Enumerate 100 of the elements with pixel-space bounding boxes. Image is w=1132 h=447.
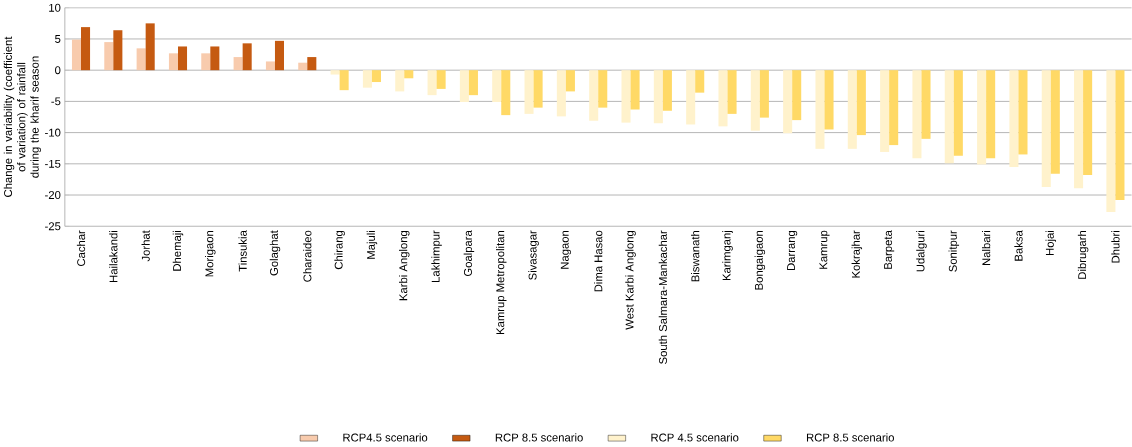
bar bbox=[695, 70, 705, 93]
bar bbox=[265, 61, 275, 71]
y-tick-label: 5 bbox=[55, 34, 61, 43]
x-tick-label: Dima Hasao bbox=[594, 230, 603, 292]
bar bbox=[824, 70, 834, 130]
bar bbox=[274, 40, 285, 71]
x-tick-label: Golaghat bbox=[269, 230, 281, 276]
bar bbox=[524, 70, 534, 114]
x-tick-label: Dhubri bbox=[1111, 230, 1120, 263]
x-tick-label: Jorhat bbox=[141, 230, 150, 262]
bar bbox=[307, 56, 317, 71]
bar bbox=[598, 70, 608, 108]
bar bbox=[104, 41, 114, 71]
y-tick-label: -25 bbox=[45, 222, 61, 231]
bar bbox=[759, 70, 769, 118]
x-tick-label: Goalpara bbox=[463, 230, 475, 276]
bar bbox=[621, 70, 631, 123]
y-tick-label: 0 bbox=[55, 66, 61, 75]
x-tick-label: Nalbari bbox=[981, 230, 991, 265]
x-tick-label: Karbi Anglong bbox=[399, 230, 410, 301]
bar bbox=[145, 23, 155, 71]
bar bbox=[718, 70, 728, 127]
bar bbox=[815, 70, 825, 149]
bar bbox=[1115, 70, 1125, 200]
x-tick-label: Baksa bbox=[1014, 230, 1023, 261]
bar bbox=[210, 46, 220, 71]
x-tick-label: Barpeta bbox=[884, 230, 895, 269]
legend-label: RCP 8.5 scenario bbox=[806, 433, 894, 442]
x-tick-label: Dibrugarh bbox=[1077, 230, 1089, 279]
x-tick-label: Karimganj bbox=[722, 230, 733, 280]
legend-label: RCP 4.5 scenario bbox=[651, 433, 739, 442]
x-tick-label: Udalguri bbox=[916, 230, 927, 272]
bar bbox=[362, 70, 372, 88]
bar bbox=[136, 48, 146, 71]
bar bbox=[168, 53, 178, 71]
y-axis-title: Change in variability (coefficient of variation) of rainfall during the kharif season bbox=[3, 36, 41, 197]
x-tick-label: Bongaigaon bbox=[754, 230, 766, 290]
x-tick-label: Majuli bbox=[366, 230, 378, 259]
bar bbox=[459, 70, 469, 102]
bar bbox=[783, 70, 793, 134]
bar bbox=[880, 70, 890, 152]
bar bbox=[589, 70, 599, 121]
bar bbox=[727, 70, 737, 114]
x-tick-label: West Karbi Anglong bbox=[625, 230, 636, 330]
bar bbox=[436, 70, 446, 89]
x-tick-label: Kokrajhar bbox=[851, 230, 863, 278]
bar bbox=[1041, 70, 1051, 187]
legend-label: RCP 8.5 scenario bbox=[495, 433, 583, 442]
x-tick-label: Hojai bbox=[1045, 230, 1057, 255]
bar bbox=[750, 70, 760, 131]
bar bbox=[856, 70, 866, 136]
bar bbox=[653, 70, 663, 124]
bar bbox=[889, 70, 899, 145]
bar bbox=[81, 27, 91, 71]
bar bbox=[986, 70, 996, 159]
bar bbox=[201, 53, 211, 71]
bar bbox=[501, 70, 511, 116]
bar bbox=[233, 56, 243, 71]
y-tick-label: -10 bbox=[45, 128, 61, 137]
bar bbox=[556, 70, 566, 117]
bar bbox=[662, 70, 672, 111]
x-tick-label: Kamrup Metropolitan bbox=[495, 230, 507, 334]
y-tick-label: -15 bbox=[45, 159, 61, 168]
bar bbox=[339, 70, 349, 91]
bar bbox=[944, 70, 954, 164]
bar bbox=[330, 70, 340, 75]
bar bbox=[395, 70, 405, 92]
bar bbox=[468, 70, 478, 96]
bar bbox=[630, 70, 640, 110]
bar bbox=[404, 70, 414, 79]
x-tick-label: Nagaon bbox=[560, 230, 571, 269]
bar bbox=[427, 70, 437, 96]
bar bbox=[1018, 70, 1028, 155]
x-tick-label: Sonitpur bbox=[948, 230, 960, 272]
bar bbox=[1074, 70, 1084, 189]
bar bbox=[1009, 70, 1019, 167]
bar bbox=[371, 70, 381, 82]
bar bbox=[71, 39, 82, 71]
bar bbox=[298, 62, 308, 71]
bar bbox=[1083, 70, 1093, 175]
x-tick-label: Cachar bbox=[76, 230, 86, 266]
bar bbox=[177, 46, 188, 71]
bar bbox=[242, 43, 252, 71]
y-tick-label: -5 bbox=[51, 97, 61, 106]
x-tick-label: Kamrup bbox=[819, 230, 830, 269]
bar bbox=[847, 70, 857, 149]
bar bbox=[912, 70, 922, 159]
bar bbox=[492, 70, 502, 102]
bar bbox=[533, 70, 543, 108]
bar bbox=[792, 70, 802, 121]
bar bbox=[686, 70, 696, 125]
bar bbox=[1050, 70, 1060, 174]
y-tick-label: 10 bbox=[49, 3, 61, 12]
x-tick-label: Morigaon bbox=[205, 230, 216, 277]
legend-label: RCP4.5 scenario bbox=[343, 433, 428, 442]
x-tick-label: South Salmara-Mankachar bbox=[658, 230, 668, 364]
bar bbox=[921, 70, 931, 139]
bar bbox=[1106, 70, 1116, 212]
x-tick-label: Charaideo bbox=[303, 230, 312, 282]
bar bbox=[977, 70, 987, 165]
